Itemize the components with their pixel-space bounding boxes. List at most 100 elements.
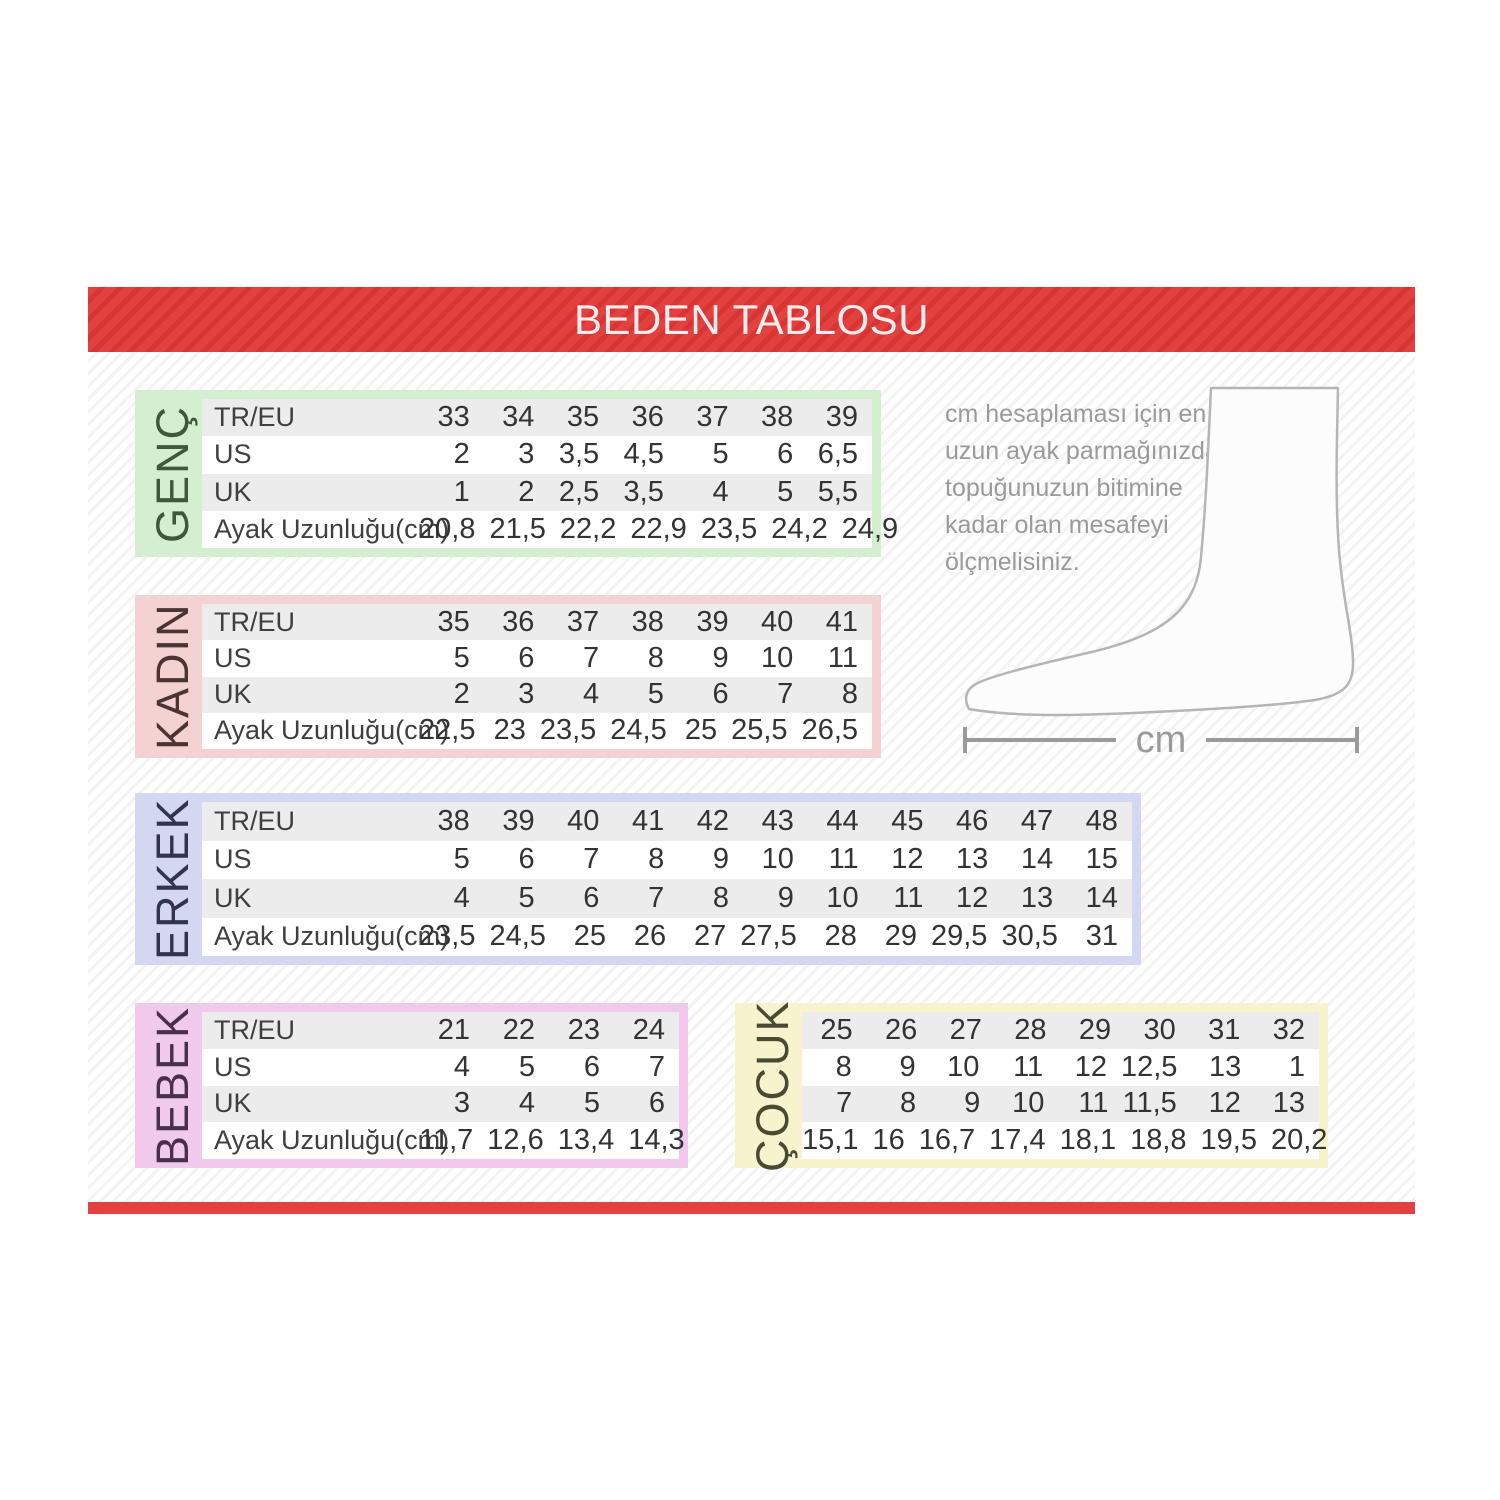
size-value: 30,5 [1001,920,1058,953]
size-value: 4 [453,881,470,914]
size-value: 41 [631,804,665,837]
size-value: 8 [835,1050,852,1083]
size-value: 5 [518,881,535,914]
size-value: 4,5 [623,438,664,471]
measure-segment [1206,738,1355,742]
size-value: 3 [518,438,535,471]
row-label: UK [214,476,252,507]
table-row: 7 8 9 10 11 11,5 12 13 [802,1085,1319,1123]
size-value: 12 [891,843,924,876]
size-value: 24,2 [771,512,828,545]
size-value: 24,9 [841,512,899,545]
size-value: 3,5 [558,438,600,471]
size-value: 44 [826,804,859,837]
table-row: US 5 6 7 8 9 10 11 12 13 14 15 [202,840,1132,879]
size-value: 3 [453,1087,470,1120]
size-value: 16,7 [918,1124,976,1157]
size-value: 38 [437,804,470,837]
row-label: UK [214,1088,252,1119]
table-row: US 2 3 3,5 4,5 5 6 6,5 [202,436,872,474]
table-row: UK 3 4 5 6 [202,1085,679,1123]
size-value: 9 [712,843,730,876]
size-value: 6 [518,641,535,674]
size-value: 7 [648,1050,665,1083]
table-row: TR/EU 21 22 23 24 [202,1012,679,1049]
instruction-text: cm hesaplaması için en uzun ayak parmağı… [945,400,1233,576]
table-row: TR/EU 33 34 35 36 37 38 39 [202,399,872,437]
size-value: 24,5 [489,920,546,953]
size-value: 7 [648,881,665,914]
size-value: 2 [453,678,470,711]
size-value: 4 [518,1087,535,1120]
size-value: 22,2 [559,512,617,545]
size-value: 1 [453,475,470,508]
measure-tick-left [963,727,967,753]
size-value: 10 [826,881,859,914]
size-value: 22,5 [419,714,476,747]
size-value: 16 [872,1124,905,1157]
size-value: 5 [518,1050,535,1083]
table-row: US 4 5 6 7 [202,1048,679,1086]
size-table-genc: GENÇ TR/EU 33 34 35 36 37 38 39 US 2 3 3,5 4,5 5 6 6,5 U… [135,390,898,557]
size-grid: TR/EU 33 34 35 36 37 38 39 US 2 3 3,5 4,5 5 6 6,5 UK 1 2 2,… [202,399,898,548]
size-value: 20,8 [419,512,476,545]
row-label: Ayak Uzunluğu(cm) [214,921,450,952]
page-title: BEDEN TABLOSU [573,295,930,343]
table-row: Ayak Uzunluğu(cm) 23,5 24,5 25 26 27 27,5 28 29 2… [202,917,1132,956]
size-value: 15,1 [802,1124,859,1157]
table-row: UK 4 5 6 7 8 9 10 11 12 13 14 [202,879,1132,918]
size-value: 35 [566,401,600,434]
size-value: 18,8 [1130,1124,1187,1157]
table-group-label-genc: GENÇ [147,404,198,543]
size-value: 23 [567,1013,600,1046]
size-value: 7 [777,678,794,711]
size-value: 24,5 [610,714,667,747]
table-row: Ayak Uzunluğu(cm) 11,7 12,6 13,4 14,3 [202,1122,685,1159]
size-value: 5,5 [817,475,859,508]
size-value: 14 [1085,881,1118,914]
table-group-label-cocuk: ÇOCUK [747,999,798,1172]
size-value: 24 [632,1013,665,1046]
size-value: 34 [502,401,535,434]
table-row: 15,1 16 16,7 17,4 18,1 18,8 19,5 20,2 [802,1122,1327,1159]
size-value: 12 [1074,1050,1107,1083]
size-value: 38 [631,605,664,638]
size-value: 12,6 [487,1124,544,1157]
size-value: 10 [1012,1087,1045,1120]
size-value: 28 [824,920,857,953]
header-bar: BEDEN TABLOSU [88,287,1415,352]
row-label: Ayak Uzunluğu(cm) [214,715,450,746]
size-value: 23,5 [700,512,758,545]
size-value: 6 [712,678,729,711]
size-value: 12 [1208,1087,1241,1120]
size-value: 18,1 [1059,1124,1117,1157]
table-group-label-kadin: KADIN [147,602,198,751]
table-row: TR/EU 35 36 37 38 39 40 41 [202,604,872,641]
size-value: 26 [633,920,667,953]
size-table-erkek: ERKEK TR/EU 38 39 40 41 42 43 44 45 46 47 48 US 5 6 7 8 9… [135,793,1141,965]
row-label: US [214,439,252,470]
table-row: UK 1 2 2,5 3,5 4 5 5,5 [202,473,872,511]
size-value: 20,2 [1270,1124,1328,1157]
size-value: 5 [453,843,470,876]
size-value: 25 [820,1013,853,1046]
size-value: 41 [825,605,859,638]
size-value: 3,5 [623,475,664,508]
size-value: 22,9 [630,512,687,545]
size-value: 13,4 [557,1124,615,1157]
measure-tick-right [1355,727,1359,753]
size-value: 46 [956,804,989,837]
size-value: 9 [777,881,794,914]
size-value: 14,3 [628,1124,685,1157]
size-value: 6,5 [817,438,859,471]
size-value: 11,7 [419,1124,474,1157]
size-value: 15 [1085,843,1118,876]
size-value: 10 [761,843,794,876]
table-group-label-bebek: BEBEK [147,1005,198,1166]
size-value: 11 [828,843,859,876]
size-value: 11 [1078,1087,1109,1120]
size-value: 36 [502,605,535,638]
size-value: 8 [647,641,664,674]
size-value: 7 [835,1087,853,1120]
size-table-bebek: BEBEK TR/EU 21 22 23 24 US 4 5 6 7 UK 3 4 5 6 Ayak Uzun… [135,1003,688,1168]
